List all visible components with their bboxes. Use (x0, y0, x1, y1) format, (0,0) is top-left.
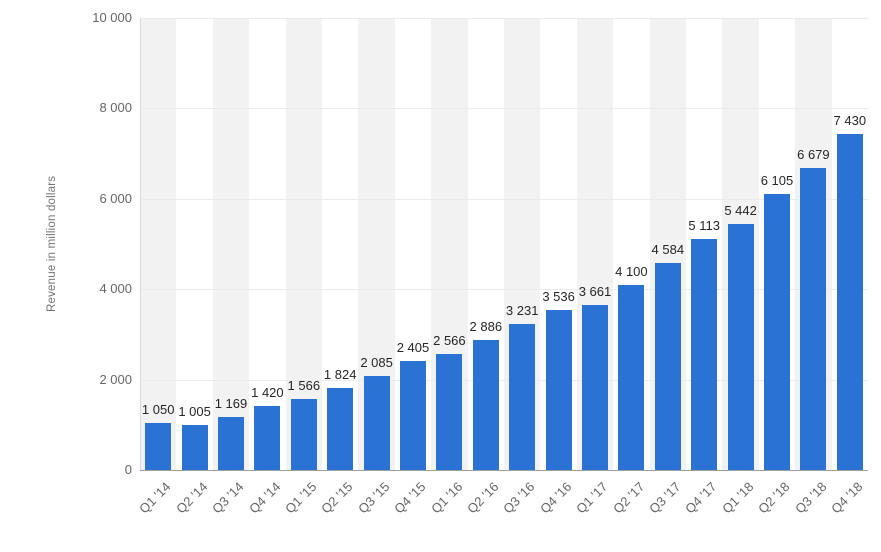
bar-value-label: 1 420 (251, 384, 284, 400)
bar (181, 424, 208, 470)
x-axis-tick-label: Q1 '16 (427, 479, 466, 517)
x-axis-tick-label: Q4 '14 (245, 479, 284, 517)
x-axis-tick-label: Q3 '17 (646, 479, 684, 517)
y-axis-tick-label: 2 000 (99, 371, 132, 387)
bar (545, 310, 572, 470)
bar (764, 194, 790, 470)
y-axis-tick-label: 0 (124, 462, 132, 477)
bar-value-label: 1 169 (214, 396, 248, 412)
bar-value-label: 1 050 (141, 401, 175, 417)
x-axis-tick-label: Q2 '17 (609, 479, 648, 517)
bar (727, 224, 754, 470)
bar (800, 168, 827, 470)
x-axis-tick-label: Q3 '15 (354, 479, 393, 517)
x-axis-tick-label: Q4 '15 (391, 479, 429, 517)
bar-value-label: 3 231 (505, 302, 539, 318)
x-axis-tick-label: Q1 '17 (573, 479, 611, 517)
bar-value-label: 3 536 (542, 289, 575, 305)
bar-value-label: 2 886 (469, 318, 503, 334)
bar-value-label: 1 566 (287, 378, 321, 394)
bar (254, 405, 281, 470)
bar (436, 354, 463, 470)
x-axis-tick-label: Q2 '14 (172, 479, 211, 517)
bar-value-label: 4 584 (651, 241, 685, 257)
bar-value-label: 5 442 (724, 203, 757, 219)
x-axis-tick-label: Q4 '18 (828, 479, 866, 517)
bar (290, 399, 317, 470)
bar-value-label: 1 005 (178, 403, 211, 419)
x-axis-tick-label: Q1 '18 (718, 479, 757, 517)
gridline (140, 18, 868, 19)
bar-value-label: 4 100 (615, 263, 648, 279)
bar-value-label: 1 824 (323, 366, 357, 382)
bar (509, 323, 536, 470)
bar (218, 417, 244, 470)
x-axis-tick-label: Q4 '16 (536, 479, 575, 517)
bar-value-label: 6 105 (760, 173, 794, 189)
bar (582, 304, 608, 470)
x-axis-tick-label: Q1 '15 (282, 479, 320, 517)
bar-value-label: 5 113 (688, 217, 720, 233)
background-stripe (212, 18, 250, 470)
background-stripe (140, 18, 177, 470)
bar (654, 262, 681, 470)
x-axis-tick-label: Q3 '18 (791, 479, 830, 517)
bar (363, 375, 390, 470)
gridline (140, 289, 868, 291)
bar-value-label: 2 085 (360, 354, 393, 370)
y-axis-tick-label: 4 000 (99, 281, 132, 297)
bar (327, 387, 354, 470)
bar (145, 422, 172, 470)
background-stripe (285, 18, 322, 470)
x-axis-tick-label: Q4 '17 (682, 479, 720, 517)
bar-value-label: 3 661 (578, 283, 612, 299)
y-axis-tick-label: 6 000 (99, 190, 132, 206)
bar-value-label: 2 566 (433, 333, 466, 349)
x-axis-tick-label: Q2 '18 (755, 479, 793, 517)
bar (472, 339, 499, 470)
x-axis-tick-label: Q1 '14 (136, 479, 174, 517)
bar (836, 134, 863, 470)
y-axis-line (140, 18, 141, 470)
x-axis-tick-label: Q2 '15 (318, 479, 356, 517)
y-axis-tick-label: 10 000 (92, 10, 132, 25)
bar (691, 238, 718, 470)
bar-value-label: 6 679 (797, 147, 830, 163)
bar-value-label: 2 405 (396, 340, 430, 356)
bar (400, 361, 426, 470)
x-axis-tick-label: Q3 '14 (209, 479, 247, 517)
bar (618, 284, 645, 470)
gridline (140, 379, 868, 381)
gridline (140, 198, 868, 200)
x-axis-tick-label: Q2 '16 (464, 479, 502, 517)
x-axis-line (140, 470, 868, 471)
x-axis-tick-label: Q3 '16 (500, 479, 538, 517)
gridline (140, 108, 868, 110)
bar-value-label: 7 430 (833, 113, 867, 129)
y-axis-tick-label: 8 000 (99, 100, 132, 116)
